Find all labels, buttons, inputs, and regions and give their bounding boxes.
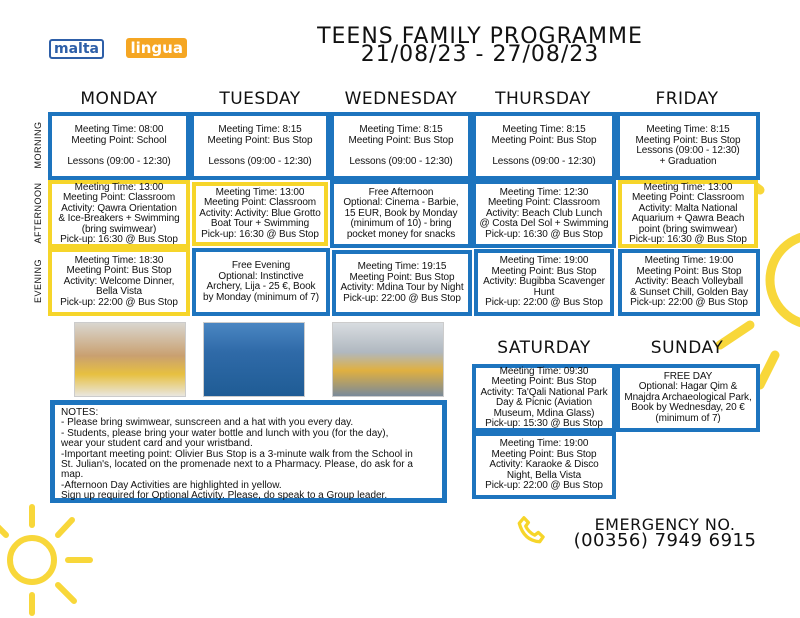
sun-decoration-icon	[0, 504, 93, 616]
schedule-cell-monday-afternoon: Meeting Time: 13:00 Meeting Point: Class…	[48, 180, 190, 248]
logo-text-lingua: lingua	[126, 38, 187, 58]
page-title: TEENS FAMILY PROGRAMME	[317, 24, 643, 49]
period-label-afternoon: AFTERNOON	[33, 182, 43, 244]
day-header-wednesday: WEDNESDAY	[344, 89, 458, 109]
boat-photo	[203, 322, 305, 397]
schedule-cell-wednesday-afternoon: Free Afternoon Optional: Cinema - Barbie…	[330, 180, 472, 248]
period-label-morning: MORNING	[33, 121, 43, 169]
schedule-cell-friday-morning: Meeting Time: 8:15 Meeting Point: Bus St…	[616, 112, 760, 180]
schedule-cell-monday-evening: Meeting Time: 18:30 Meeting Point: Bus S…	[48, 248, 190, 316]
period-label-evening: EVENING	[33, 259, 43, 304]
day-header-saturday: SATURDAY	[497, 338, 591, 358]
date-range: 21/08/23 - 27/08/23	[360, 42, 600, 67]
schedule-cell-wednesday-evening: Meeting Time: 19:15 Meeting Point: Bus S…	[332, 250, 472, 316]
day-header-tuesday: TUESDAY	[219, 89, 301, 109]
schedule-cell-wednesday-morning: Meeting Time: 8:15 Meeting Point: Bus St…	[330, 112, 472, 180]
phone-icon	[517, 516, 545, 544]
malta-lingua-logo: malta lingua	[49, 38, 187, 59]
schedule-cell-friday-evening: Meeting Time: 19:00 Meeting Point: Bus S…	[618, 249, 760, 316]
notes-box: NOTES: - Please bring swimwear, sunscree…	[50, 400, 447, 503]
day-header-sunday: SUNDAY	[650, 338, 724, 358]
emergency-number: (00356) 7949 6915	[573, 530, 757, 551]
schedule-cell-tuesday-afternoon: Meeting Time: 13:00 Meeting Point: Class…	[192, 182, 328, 246]
schedule-cell-thursday-morning: Meeting Time: 8:15 Meeting Point: Bus St…	[472, 112, 616, 180]
emergency-label: EMERGENCY NO.	[594, 515, 736, 534]
schedule-cell-monday-morning: Meeting Time: 08:00 Meeting Point: Schoo…	[48, 112, 190, 180]
day-header-thursday: THURSDAY	[495, 89, 591, 109]
group-photo-classroom	[74, 322, 186, 397]
day-header-monday: MONDAY	[80, 89, 158, 109]
schedule-cell-thursday-afternoon: Meeting Time: 12:30 Meeting Point: Class…	[472, 180, 616, 248]
group-photo-banner	[332, 322, 444, 397]
schedule-cell-friday-afternoon: Meeting Time: 13:00 Meeting Point: Class…	[618, 180, 758, 248]
schedule-cell-tuesday-morning: Meeting Time: 8:15 Meeting Point: Bus St…	[190, 112, 330, 180]
schedule-cell-saturday-day: Meeting Time: 09:30 Meeting Point: Bus S…	[472, 364, 616, 432]
schedule-cell-saturday-evening: Meeting Time: 19:00 Meeting Point: Bus S…	[472, 432, 616, 499]
logo-text-malta: malta	[49, 39, 104, 59]
schedule-cell-sunday-day: FREE DAY Optional: Hagar Qim & Mnajdra A…	[616, 364, 760, 432]
schedule-cell-thursday-evening: Meeting Time: 19:00 Meeting Point: Bus S…	[474, 249, 614, 316]
schedule-cell-tuesday-evening: Free Evening Optional: Instinctive Arche…	[192, 248, 330, 316]
day-header-friday: FRIDAY	[655, 89, 719, 109]
